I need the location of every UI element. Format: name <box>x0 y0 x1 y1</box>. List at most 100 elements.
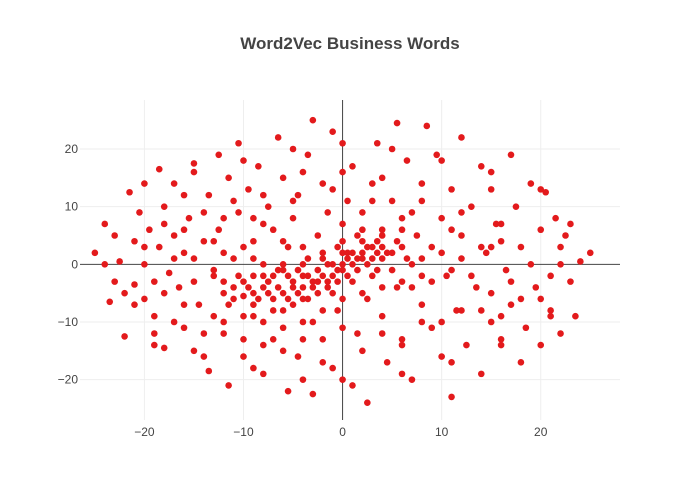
grid-layer <box>80 100 620 420</box>
data-point <box>517 359 525 366</box>
data-point <box>378 243 386 251</box>
data-point <box>463 341 470 349</box>
data-point <box>121 289 128 297</box>
data-point <box>240 243 247 251</box>
data-point <box>289 214 297 222</box>
data-point <box>151 330 158 337</box>
data-point <box>160 289 168 297</box>
data-point <box>368 197 376 205</box>
data-point <box>398 226 406 234</box>
data-point <box>304 255 312 262</box>
data-point <box>443 272 450 280</box>
data-point <box>354 330 361 337</box>
data-point <box>299 243 307 251</box>
data-point <box>210 272 218 280</box>
data-point <box>240 278 247 285</box>
y-tick-label: −20 <box>58 373 79 387</box>
data-point <box>260 341 267 349</box>
data-point <box>240 292 247 300</box>
data-point <box>473 284 480 291</box>
data-point <box>324 284 332 291</box>
data-point <box>468 272 475 280</box>
data-point <box>155 243 163 251</box>
data-point <box>170 232 178 239</box>
data-point <box>220 330 227 337</box>
data-point <box>240 312 247 320</box>
data-point <box>165 269 173 277</box>
data-point <box>215 226 223 234</box>
data-point <box>339 295 346 303</box>
data-point <box>438 318 445 326</box>
x-axis-ticks: −20 −10 0 10 20 <box>134 425 548 439</box>
data-point <box>378 174 386 182</box>
data-point <box>393 284 401 291</box>
data-point <box>344 255 351 262</box>
data-point <box>294 191 302 199</box>
data-point <box>220 249 227 257</box>
data-point <box>354 255 361 262</box>
y-tick-label: −10 <box>58 315 79 329</box>
data-point <box>230 284 237 291</box>
data-point <box>289 197 297 205</box>
data-point <box>131 281 138 288</box>
data-point <box>497 312 505 320</box>
data-point <box>279 261 287 268</box>
data-point <box>477 243 485 251</box>
data-point <box>180 301 188 308</box>
data-point <box>220 318 227 326</box>
y-tick-label: 0 <box>71 257 78 271</box>
data-point <box>101 220 109 228</box>
data-point <box>418 318 426 326</box>
data-point <box>398 341 406 349</box>
data-point <box>314 278 322 285</box>
data-point <box>294 289 302 297</box>
data-point <box>413 232 421 239</box>
data-point <box>250 237 257 245</box>
data-point <box>250 364 257 372</box>
data-point <box>378 255 386 262</box>
data-point <box>453 307 460 314</box>
data-point <box>373 249 381 257</box>
data-point <box>497 341 505 349</box>
data-point <box>230 255 237 262</box>
data-point <box>175 284 183 291</box>
data-point <box>220 214 227 222</box>
data-point <box>537 341 545 349</box>
data-point <box>349 249 356 257</box>
data-point <box>245 284 252 291</box>
data-point <box>398 370 406 378</box>
x-tick-label: 10 <box>435 425 449 439</box>
data-point <box>269 295 277 303</box>
data-point <box>339 266 346 274</box>
data-point <box>487 243 495 251</box>
data-point <box>274 134 282 141</box>
data-point <box>408 376 416 383</box>
data-point <box>428 278 436 285</box>
data-point <box>260 272 267 280</box>
data-point <box>418 180 426 187</box>
data-point <box>205 191 213 199</box>
data-point <box>299 272 307 280</box>
data-point <box>497 335 505 343</box>
data-point <box>240 353 247 360</box>
data-point <box>547 272 554 280</box>
data-point <box>388 197 396 205</box>
scatter-points <box>91 116 594 407</box>
data-point <box>418 255 426 262</box>
data-point <box>403 255 411 262</box>
data-point <box>408 284 416 291</box>
data-point <box>378 232 386 239</box>
data-point <box>577 258 584 265</box>
data-point <box>344 197 351 205</box>
data-point <box>279 324 287 332</box>
data-point <box>309 318 317 326</box>
data-point <box>299 318 307 326</box>
data-point <box>299 261 307 268</box>
data-point <box>448 359 455 366</box>
data-point <box>368 243 376 251</box>
data-point <box>388 249 396 257</box>
data-point <box>448 186 455 193</box>
data-point <box>289 301 297 308</box>
data-point <box>378 312 386 320</box>
